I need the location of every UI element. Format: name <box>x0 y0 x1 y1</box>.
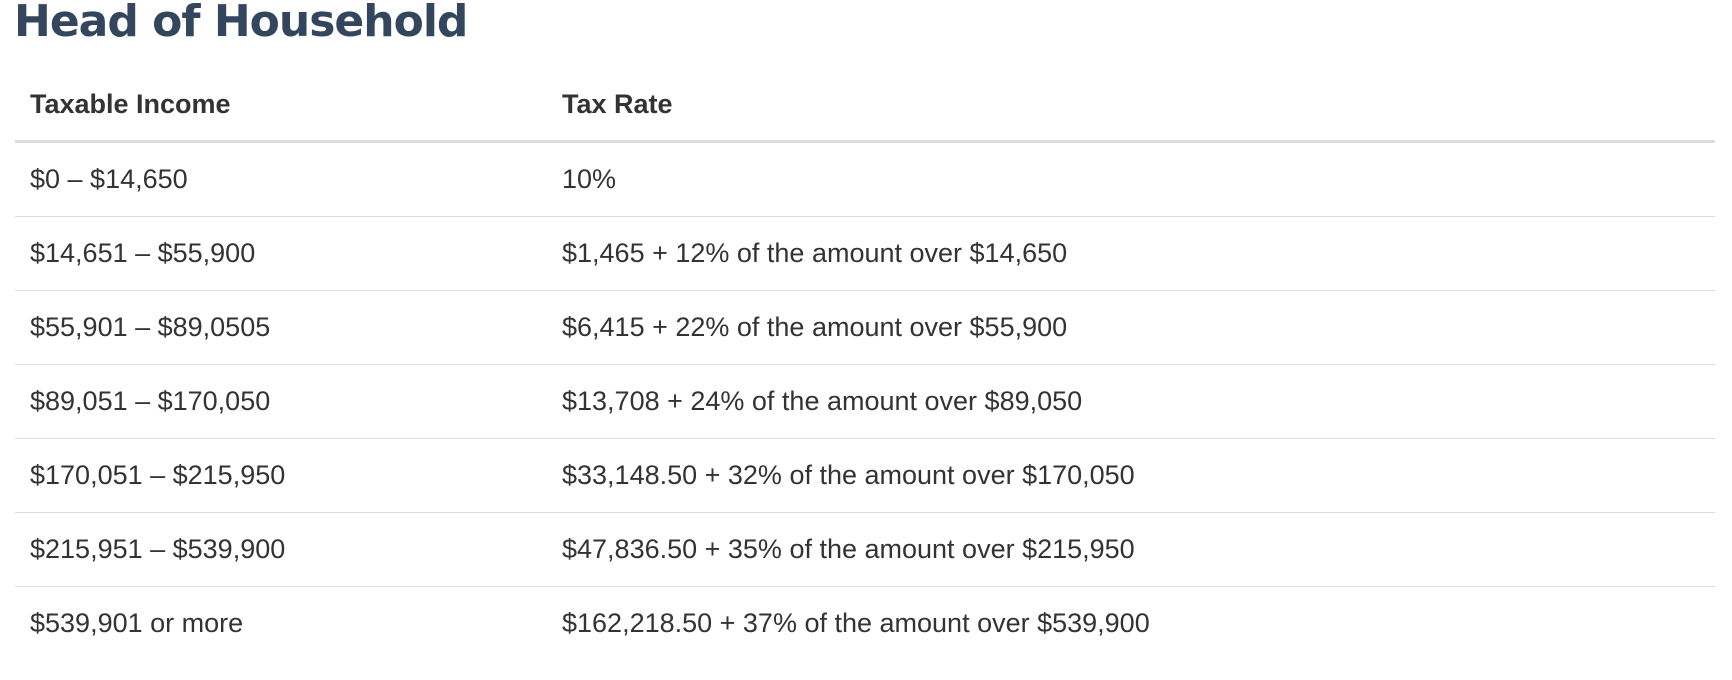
income-range-cell: $539,901 or more <box>30 608 244 638</box>
income-range-cell: $89,051 – $170,050 <box>15 364 547 439</box>
page-title: Head of Household <box>14 0 468 47</box>
tax-rate-cell: $6,415 + 22% of the amount over $55,900 <box>547 290 1715 365</box>
tax-rate-cell: 10% <box>547 141 1715 217</box>
tax-rate-cell: $162,218.50 + 37% of the amount over $53… <box>562 608 1150 638</box>
tax-rate-cell: $1,465 + 12% of the amount over $14,650 <box>547 216 1715 291</box>
table-row: $0 – $14,650 10% <box>15 141 1715 217</box>
header-tax-rate: Tax Rate <box>547 68 1715 143</box>
table-row: $539,901 or more $162,218.50 + 37% of th… <box>15 587 1715 661</box>
tax-rate-cell: $47,836.50 + 35% of the amount over $215… <box>547 512 1715 587</box>
income-range-cell: $170,051 – $215,950 <box>15 438 547 513</box>
income-range-cell: $215,951 – $539,900 <box>15 512 547 587</box>
tax-bracket-table: Taxable Income Tax Rate $0 – $14,650 10%… <box>15 68 1715 660</box>
table-body: $0 – $14,650 10% $14,651 – $55,900 $1,46… <box>15 141 1715 661</box>
income-range-cell: $14,651 – $55,900 <box>15 216 547 291</box>
header-row: Taxable Income Tax Rate <box>15 68 1715 143</box>
table-row: $215,951 – $539,900 $47,836.50 + 35% of … <box>15 512 1715 587</box>
table-row: $55,901 – $89,0505 $6,415 + 22% of the a… <box>15 290 1715 365</box>
tax-rate-cell: $33,148.50 + 32% of the amount over $170… <box>547 438 1715 513</box>
table-row: $14,651 – $55,900 $1,465 + 12% of the am… <box>15 216 1715 291</box>
table-row: $170,051 – $215,950 $33,148.50 + 32% of … <box>15 438 1715 513</box>
table-header: Taxable Income Tax Rate <box>15 68 1715 143</box>
table-row: $89,051 – $170,050 $13,708 + 24% of the … <box>15 364 1715 439</box>
header-taxable-income: Taxable Income <box>15 68 547 143</box>
income-range-cell: $55,901 – $89,0505 <box>15 290 547 365</box>
income-range-cell: $0 – $14,650 <box>15 141 547 217</box>
tax-rate-cell: $13,708 + 24% of the amount over $89,050 <box>547 364 1715 439</box>
